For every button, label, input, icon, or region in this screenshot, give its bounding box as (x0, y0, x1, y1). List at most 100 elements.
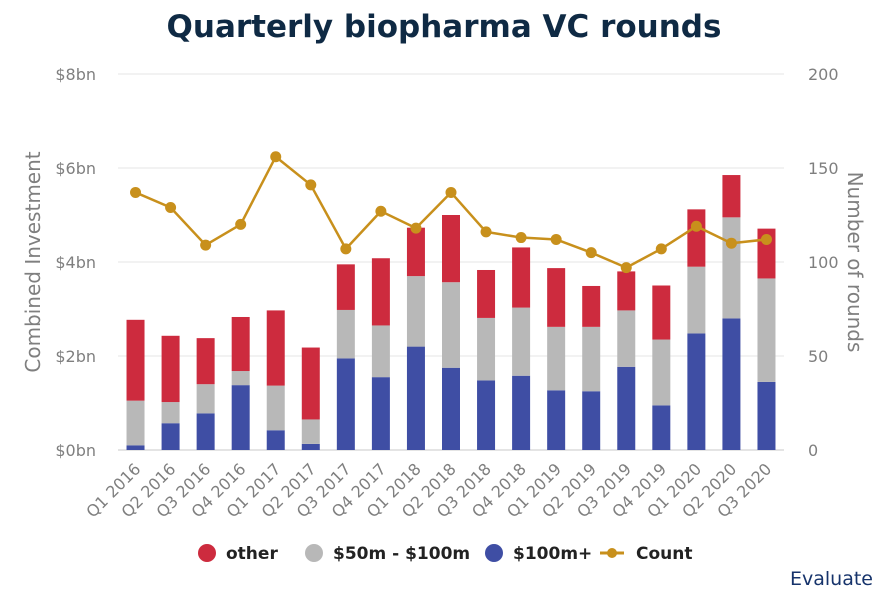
bar-segment (336, 358, 355, 450)
bar-segment (617, 310, 636, 367)
bar-segment (161, 335, 180, 403)
count-point (340, 243, 352, 255)
count-point (270, 151, 282, 163)
bar-segment (406, 276, 425, 347)
bar-segment (196, 384, 215, 414)
count-point (585, 247, 597, 259)
bar-segment (266, 310, 285, 386)
y2-tick-label: 200 (808, 65, 839, 84)
chart-title: Quarterly biopharma VC rounds (167, 9, 722, 45)
legend-swatch (485, 544, 503, 562)
bar-segment (371, 377, 390, 450)
bar-segment (371, 258, 390, 326)
bar-segment (757, 278, 776, 382)
bar-segment (722, 318, 741, 450)
bar-segment (547, 268, 566, 327)
bar-segment (266, 430, 285, 450)
y2-tick-label: 100 (808, 253, 839, 272)
bar-segment (617, 271, 636, 311)
bar-segment (547, 326, 566, 391)
bar-segment (301, 347, 320, 420)
bar-segment (582, 285, 601, 327)
bar-segment (722, 217, 741, 319)
bar-segment (687, 209, 706, 267)
bar-segment (442, 282, 460, 368)
bar-segment (617, 366, 636, 450)
bar-segment (266, 385, 285, 431)
bar-segment (652, 285, 671, 340)
count-point (235, 218, 247, 230)
count-point (550, 233, 562, 245)
bar-segment (126, 445, 145, 450)
bar-segment (652, 339, 671, 406)
count-point (445, 186, 457, 198)
y-tick-label: $2bn (55, 347, 96, 366)
legend: other $50m - $100m $100m+ Count (198, 544, 693, 564)
bar-segment (231, 316, 250, 372)
y-tick-label: $0bn (55, 441, 96, 460)
count-point (130, 186, 142, 198)
count-point (760, 233, 772, 245)
y-tick-label: $6bn (55, 159, 96, 178)
bar-segment (406, 227, 425, 277)
bar-segment (512, 307, 531, 376)
bar-segment (477, 380, 496, 450)
bar-segment (582, 326, 601, 392)
legend-swatch (305, 544, 323, 562)
y2-tick-label: 150 (808, 159, 839, 178)
bar-segment (301, 419, 320, 444)
bar-segment (582, 391, 601, 450)
y-tick-label: $4bn (55, 253, 96, 272)
bar-segment (477, 317, 496, 381)
bar-segment (477, 269, 496, 318)
legend-label: Count (636, 544, 693, 564)
bar-segment (336, 309, 355, 359)
bar-segment (126, 400, 145, 446)
bar-segment (161, 402, 180, 424)
bar-segment (757, 381, 776, 450)
y2-tick-label: 50 (808, 347, 828, 366)
bar-segment (406, 346, 425, 450)
y2-tick-label: 0 (808, 441, 818, 460)
bar-segment (687, 266, 706, 334)
bar-segment (442, 367, 460, 450)
y-tick-label: $8bn (55, 65, 96, 84)
bar-segment (231, 385, 250, 450)
bar-segment (196, 338, 215, 385)
count-line (130, 151, 772, 274)
bar-segment (442, 215, 460, 283)
count-point (305, 179, 317, 191)
legend-label: $100m+ (513, 544, 592, 564)
bar-segment (547, 390, 566, 450)
bar-segment (512, 375, 531, 450)
bar-segment (722, 175, 741, 218)
count-point (725, 237, 737, 249)
bar-segment (196, 413, 215, 450)
count-point (515, 232, 527, 244)
bar-segment (687, 333, 706, 450)
bar-segment (371, 325, 390, 378)
count-point (410, 222, 422, 234)
legend-label: other (226, 544, 278, 564)
count-point (480, 226, 492, 238)
legend-swatch-marker (607, 548, 617, 558)
bars (126, 175, 776, 450)
count-point (620, 262, 632, 274)
bar-segment (231, 371, 250, 386)
y-axis-title: Combined Investment (21, 151, 45, 372)
axis-ticks: $0bn 0 $2bn 50 $4bn 100 $6bn 150 $8bn 200 (55, 65, 838, 460)
legend-label: $50m - $100m (333, 544, 470, 564)
count-point (690, 220, 702, 232)
bar-segment (161, 423, 180, 450)
count-point (200, 239, 212, 251)
bar-segment (652, 405, 671, 450)
bar-segment (336, 264, 355, 310)
count-point (655, 243, 667, 255)
source-label: Evaluate (790, 568, 873, 590)
bar-segment (301, 443, 320, 450)
bar-segment (512, 247, 531, 308)
bar-segment (126, 319, 145, 401)
count-point (375, 205, 387, 217)
